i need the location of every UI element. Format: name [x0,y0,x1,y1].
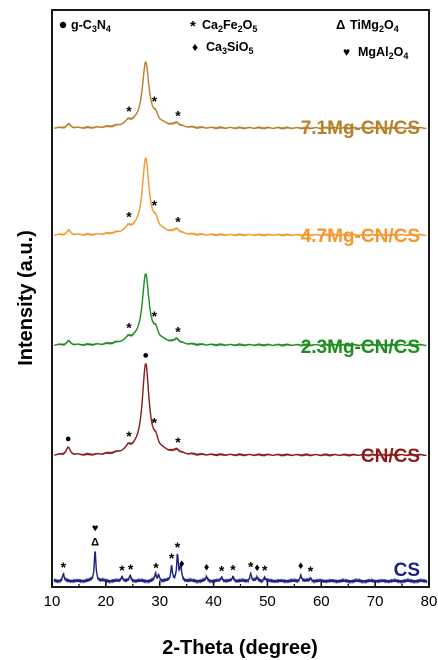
legend-label-ca2fe2o5: Ca2Fe2O5 [202,18,257,34]
peak-marker: ● [142,350,149,362]
peak-marker: * [230,561,236,577]
series-label: 7.1Mg-CN/CS [301,118,420,139]
x-tick-label: 80 [421,593,438,610]
legend-item-ca3sio5: ♦ Ca3SiO5 [192,40,254,56]
series-line [53,157,427,237]
legend-heart-icon: ♥ [343,45,350,59]
peak-marker: * [61,559,67,575]
peak-marker: * [119,562,125,578]
peak-marker: ♥ [92,523,99,535]
x-axis-label: 2-Theta (degree) [162,637,318,659]
peak-marker: * [219,562,225,578]
legend-star-icon: * [190,18,196,35]
series-7-1mg-cn-cs: * * * 7.1Mg-CN/CS [53,61,427,139]
peak-marker: ♦ [254,562,260,574]
peak-marker: * [175,107,181,123]
peak-marker: * [126,209,132,225]
legend-diamond-icon: ♦ [192,40,198,54]
series-label: CS [394,560,420,581]
peak-marker: * [152,415,158,431]
peak-marker: * [175,539,181,555]
peak-marker: * [126,428,132,444]
peak-marker: * [128,561,134,577]
x-tick-label: 30 [151,593,168,610]
series-line [54,362,427,457]
series-cs: *♥Δ* * ***♦ ♦ * * * ♦ * ♦ * CS [53,523,428,585]
series-4-7mg-cn-cs: * * * 4.7Mg-CN/CS [53,157,427,247]
series-layer: ***7.1Mg-CN/CS***4.7Mg-CN/CS***2.3Mg-CN/… [53,61,428,585]
x-tick-label: 20 [98,593,115,610]
legend-dot-icon [59,21,67,29]
legend: g-C3N4 * Ca2Fe2O5 ♦ Ca3SiO5 Δ TiMg2O4 ♥ … [59,17,408,61]
y-axis-label: Intensity (a.u.) [15,230,37,366]
peak-marker: * [152,197,158,213]
legend-item-mgal2o4: ♥ MgAl2O4 [343,45,408,61]
series-line [53,273,427,347]
peak-marker: * [126,103,132,119]
x-tick-label: 10 [44,593,61,610]
series-2-3mg-cn-cs: * * * 2.3Mg-CN/CS [53,273,427,358]
series-line [53,551,428,585]
x-tick-label: 40 [205,593,222,610]
x-tick-label: 50 [259,593,276,610]
peak-marker: * [308,563,314,579]
peak-marker: * [175,324,181,340]
legend-label-g-c3n4: g-C3N4 [71,18,111,34]
legend-item-g-c3n4: g-C3N4 [59,18,111,34]
legend-triangle-icon: Δ [336,17,345,32]
x-tick-label: 70 [367,593,384,610]
peak-marker: Δ [91,537,99,549]
peak-marker: * [248,558,254,574]
legend-label-mgal2o4: MgAl2O4 [358,45,408,61]
series-label: CN/CS [361,446,420,467]
series-cn-cs: ● ● * * * CN/CS [54,350,427,467]
peak-marker: * [152,308,158,324]
peak-marker: * [262,562,268,578]
legend-label-timg2o4: TiMg2O4 [350,18,399,34]
peak-marker: ♦ [298,560,304,572]
peak-marker: ● [65,433,72,445]
peak-marker: * [153,560,159,576]
series-label: 4.7Mg-CN/CS [301,226,420,247]
peak-marker: ♦ [179,558,185,570]
legend-item-ca2fe2o5: * Ca2Fe2O5 [190,18,257,35]
peak-marker: * [175,214,181,230]
peak-marker: * [152,93,158,109]
peak-marker: * [175,434,181,450]
x-axis: 10 20 30 40 50 60 70 80 [44,581,438,610]
plot-frame [51,9,430,588]
x-tick-label: 60 [313,593,330,610]
series-line [53,61,427,130]
legend-item-timg2o4: Δ TiMg2O4 [336,17,399,34]
peak-marker: * [126,320,132,336]
series-label: 2.3Mg-CN/CS [301,337,420,358]
legend-label-ca3sio5: Ca3SiO5 [206,40,254,56]
peak-marker: * [169,550,175,566]
peak-marker: ♦ [204,562,210,574]
